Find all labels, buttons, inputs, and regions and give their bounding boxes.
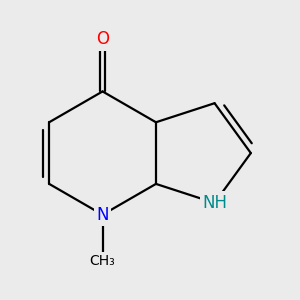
Text: N: N (96, 206, 109, 224)
Text: O: O (96, 30, 109, 48)
Text: NH: NH (202, 194, 227, 212)
Text: CH₃: CH₃ (90, 254, 116, 268)
